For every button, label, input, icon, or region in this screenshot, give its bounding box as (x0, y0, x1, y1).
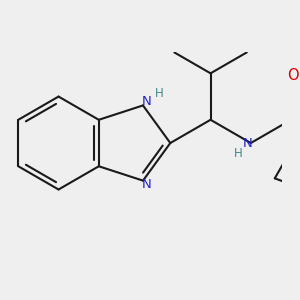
Text: N: N (243, 137, 252, 151)
Text: O: O (288, 68, 299, 83)
Text: H: H (233, 147, 242, 160)
Text: N: N (141, 95, 151, 108)
Text: N: N (141, 178, 151, 191)
Text: H: H (155, 87, 164, 100)
